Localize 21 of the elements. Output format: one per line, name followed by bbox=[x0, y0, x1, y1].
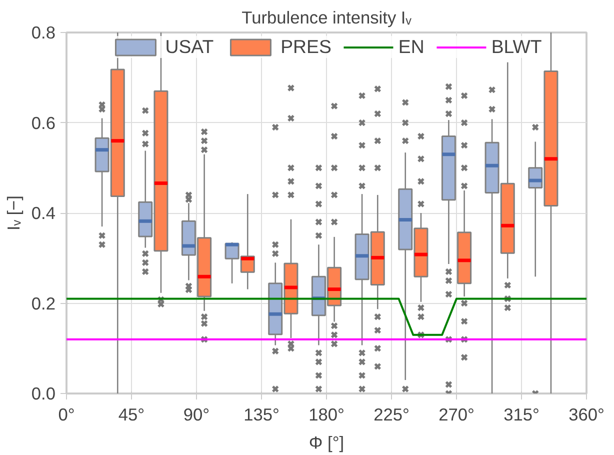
y-tick-label: 0.0 bbox=[31, 384, 56, 404]
chart-title: Turbulence intensity Iᵥ bbox=[242, 8, 412, 28]
y-tick-label: 0.6 bbox=[31, 112, 56, 133]
y-tick-label: 0.8 bbox=[31, 22, 56, 42]
x-tick-label: 90° bbox=[183, 404, 210, 424]
x-tick-label: 225° bbox=[374, 404, 410, 424]
x-tick-label: 0° bbox=[58, 404, 75, 424]
legend-label: EN bbox=[398, 36, 424, 58]
y-tick-label: 0.2 bbox=[31, 293, 56, 314]
y-tick-label: 0.4 bbox=[31, 203, 56, 223]
x-tick-label: 270° bbox=[438, 404, 474, 424]
legend-label: PRES bbox=[280, 36, 332, 58]
x-tick-label: 45° bbox=[118, 404, 145, 424]
x-tick-label: 360° bbox=[568, 404, 604, 424]
x-tick-label: 180° bbox=[308, 404, 344, 424]
legend-label: USAT bbox=[165, 36, 214, 58]
legend-label: BLWT bbox=[491, 36, 542, 58]
x-tick-label: 135° bbox=[244, 404, 280, 424]
x-axis-title: Φ [°] bbox=[308, 432, 344, 452]
x-tick-label: 315° bbox=[504, 404, 540, 424]
y-axis-title: Iᵥ [−] bbox=[3, 196, 24, 230]
